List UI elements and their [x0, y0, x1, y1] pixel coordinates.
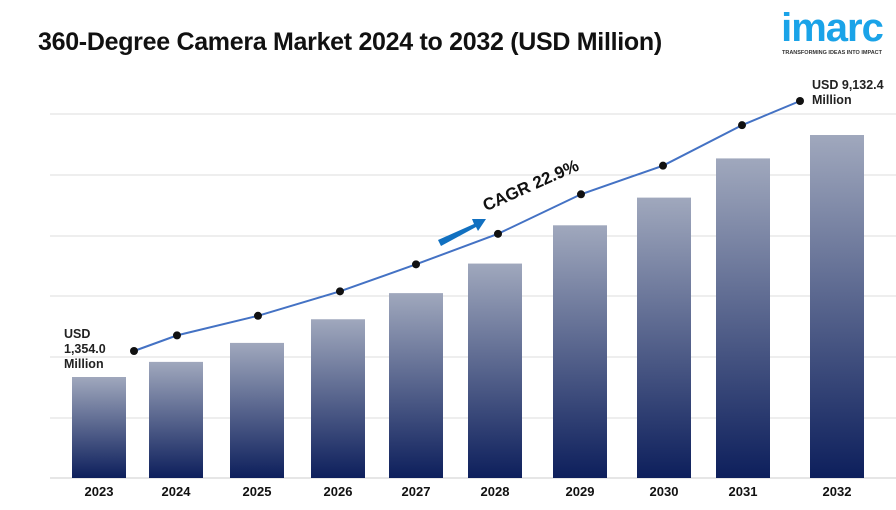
bar-2026: [311, 319, 365, 478]
data-point: [412, 260, 420, 269]
data-point: [577, 190, 585, 199]
start-label-line: USD: [64, 327, 91, 341]
bar-2029: [553, 225, 607, 478]
bar-2023: [72, 377, 126, 478]
start-label-line: Million: [64, 357, 104, 371]
logo-word: imarc: [781, 6, 884, 50]
bar-2030: [637, 197, 691, 478]
x-tick-label: 2028: [481, 484, 510, 499]
start-value-label: USD 1,354.0 Million: [64, 327, 106, 372]
data-point: [254, 311, 262, 320]
data-point: [336, 287, 344, 296]
start-label-line: 1,354.0: [64, 342, 106, 356]
x-tick-label: 2031: [729, 484, 758, 499]
trend-line: [133, 100, 801, 352]
x-tick-label: 2029: [566, 484, 595, 499]
data-point: [173, 331, 181, 340]
chart-title: 360-Degree Camera Market 2024 to 2032 (U…: [38, 28, 662, 56]
end-label-line: USD 9,132.4: [812, 78, 884, 92]
end-label-line: Million: [812, 93, 852, 107]
bar-2025: [230, 342, 284, 478]
x-tick-label: 2030: [650, 484, 679, 499]
x-tick-label: 2032: [823, 484, 852, 499]
data-point: [659, 161, 667, 170]
bar-2027: [389, 293, 443, 478]
x-tick-label: 2026: [324, 484, 353, 499]
x-tick-label: 2023: [85, 484, 114, 499]
bar-2024: [149, 361, 203, 478]
x-tick-label: 2027: [402, 484, 431, 499]
bar-2032: [810, 135, 864, 478]
data-point: [130, 347, 138, 355]
end-value-label: USD 9,132.4 Million: [812, 78, 884, 108]
imarc-logo: imarc TRANSFORMING IDEAS INTO IMPACT: [776, 8, 888, 56]
cagr-arrow-icon: [438, 219, 486, 246]
logo-tagline: TRANSFORMING IDEAS INTO IMPACT: [781, 50, 883, 56]
data-point: [796, 97, 804, 105]
bar-2028: [468, 263, 522, 478]
data-point: [494, 229, 502, 238]
bar-2031: [716, 158, 770, 478]
x-tick-label: 2025: [243, 484, 272, 499]
data-point: [738, 121, 746, 130]
x-tick-label: 2024: [162, 484, 192, 499]
